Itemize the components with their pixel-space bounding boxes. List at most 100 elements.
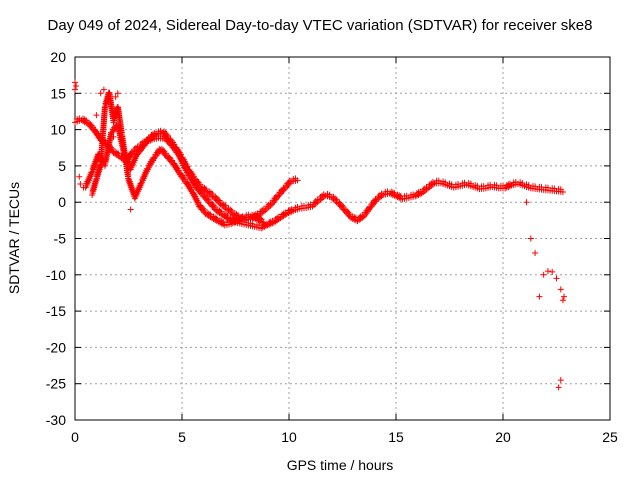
data-point xyxy=(532,250,539,257)
data-point xyxy=(110,133,117,140)
data-point xyxy=(559,189,566,196)
data-point xyxy=(127,206,134,213)
data-point xyxy=(258,216,265,223)
data-point xyxy=(326,191,333,198)
data-point xyxy=(209,201,216,208)
y-tick-label: -20 xyxy=(46,339,66,355)
data-point xyxy=(213,194,220,201)
data-point xyxy=(76,173,83,180)
data-point xyxy=(337,201,344,208)
data-point xyxy=(203,186,210,193)
data-point xyxy=(559,297,566,304)
data-point xyxy=(93,112,100,119)
data-point xyxy=(158,145,165,152)
data-point xyxy=(104,97,111,104)
x-tick-label: 5 xyxy=(178,429,186,445)
data-point xyxy=(549,268,556,275)
data-point xyxy=(197,202,204,209)
data-point xyxy=(339,202,346,209)
data-point xyxy=(274,192,281,199)
data-point xyxy=(540,271,547,278)
data-point xyxy=(212,193,219,200)
x-tick-label: 20 xyxy=(495,429,511,445)
data-point xyxy=(88,122,95,129)
data-point xyxy=(202,193,209,200)
data-point xyxy=(167,156,174,163)
data-point xyxy=(442,179,449,186)
y-tick-label: -5 xyxy=(54,231,67,247)
y-tick-label: -30 xyxy=(46,412,66,428)
data-point xyxy=(160,147,167,154)
data-point xyxy=(218,208,225,215)
y-axis-label: SDTVAR / TECUs xyxy=(6,182,22,294)
y-tick-label: 0 xyxy=(58,194,66,210)
data-point xyxy=(525,182,532,189)
data-point xyxy=(72,86,78,93)
data-point xyxy=(139,143,146,150)
data-point xyxy=(199,205,206,212)
data-point xyxy=(336,199,343,206)
y-tick-label: -15 xyxy=(46,303,66,319)
axes-layer: 0 5 10 15 20 25 -30 -25 -20 -15 -10 -5 0 5 10 15 20 xyxy=(46,49,618,445)
y-tick-label: 15 xyxy=(50,85,66,101)
data-point xyxy=(201,206,208,213)
data-point xyxy=(161,148,168,155)
data-point xyxy=(536,293,543,300)
data-point xyxy=(207,211,214,218)
data-point xyxy=(181,176,188,183)
data-point xyxy=(196,181,203,188)
data-point xyxy=(519,179,526,186)
data-point xyxy=(391,190,398,197)
data-point xyxy=(161,128,168,135)
data-point xyxy=(527,235,534,242)
x-axis-label: GPS time / hours xyxy=(287,457,394,473)
data-point xyxy=(165,153,172,160)
y-tick-label: 20 xyxy=(50,49,66,65)
data-point xyxy=(72,79,78,86)
data-point xyxy=(249,220,256,227)
data-point xyxy=(89,124,96,131)
data-point xyxy=(281,186,288,193)
x-tick-label: 0 xyxy=(71,429,79,445)
data-point xyxy=(213,215,220,222)
chart-title: Day 049 of 2024, Sidereal Day-to-day VTE… xyxy=(47,17,593,34)
grid-layer xyxy=(75,57,610,420)
data-point xyxy=(162,129,169,136)
data-point xyxy=(198,203,205,210)
data-point xyxy=(467,180,474,187)
data-point xyxy=(87,121,94,128)
data-point xyxy=(523,199,530,206)
data-point xyxy=(252,213,259,220)
data-point xyxy=(211,203,218,210)
data-point xyxy=(97,162,104,169)
data-point xyxy=(188,186,195,193)
data-point xyxy=(100,86,107,93)
data-point xyxy=(114,90,121,97)
data-point xyxy=(175,167,182,174)
x-tick-label: 15 xyxy=(388,429,404,445)
data-point xyxy=(260,219,267,226)
data-point xyxy=(115,150,122,157)
y-tick-label: 10 xyxy=(50,122,66,138)
data-point xyxy=(208,199,215,206)
data-point xyxy=(177,151,184,158)
data-point xyxy=(210,202,217,209)
data-point xyxy=(342,206,349,213)
data-point xyxy=(214,196,221,203)
data-point xyxy=(560,293,567,300)
data-point xyxy=(205,196,212,203)
data-point xyxy=(204,195,211,202)
data-point xyxy=(557,286,564,293)
data-point xyxy=(112,93,119,100)
data-point xyxy=(171,141,178,148)
data-point xyxy=(163,131,170,138)
x-tick-label: 25 xyxy=(602,429,618,445)
data-point xyxy=(86,119,93,126)
data-point xyxy=(344,208,351,215)
y-tick-label: -10 xyxy=(46,267,66,283)
data-point xyxy=(275,193,282,200)
data-point xyxy=(224,212,231,219)
data-point xyxy=(345,209,352,216)
data-point xyxy=(162,150,169,157)
